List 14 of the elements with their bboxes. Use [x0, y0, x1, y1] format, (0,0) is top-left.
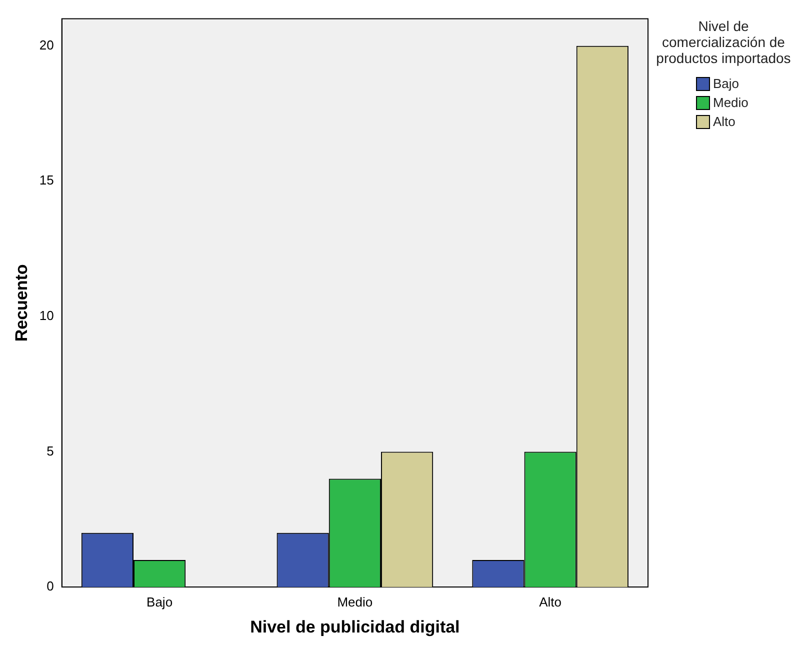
x-tick-label: Bajo — [146, 594, 173, 610]
y-tick-label: 20 — [39, 37, 54, 52]
y-tick-label: 0 — [46, 578, 54, 594]
legend-title: Nivel de comercialización de productos importados — [656, 18, 791, 66]
legend-label: Medio — [713, 95, 748, 110]
x-axis-title: Nivel de publicidad digital — [250, 617, 460, 636]
y-axis-title: Recuento — [12, 264, 31, 342]
x-tick-label: Medio — [337, 594, 373, 610]
y-tick-label: 15 — [39, 172, 54, 188]
legend-label: Alto — [713, 114, 736, 129]
y-tick-label: 5 — [46, 443, 54, 458]
x-tick-label: Alto — [539, 594, 562, 610]
y-tick-label: 10 — [39, 308, 54, 324]
legend-label: Bajo — [713, 76, 740, 91]
